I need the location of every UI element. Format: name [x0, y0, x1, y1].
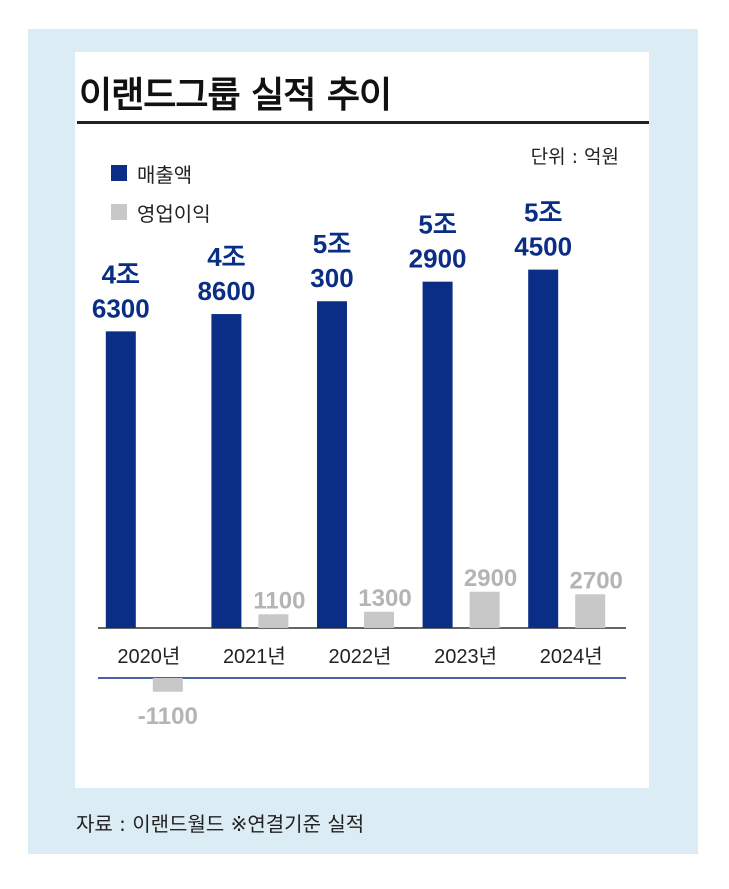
title-divider: [77, 121, 649, 124]
x-tick-label: 2021년: [223, 645, 286, 668]
revenue-value-label-line1: 5조: [313, 229, 351, 259]
profit-value-label: 1100: [253, 587, 305, 614]
x-tick-label: 2022년: [329, 645, 392, 668]
revenue-value-label-line1: 5조: [524, 198, 562, 228]
revenue-value-label-line2: 6300: [92, 293, 150, 323]
profit-value-label: 1300: [358, 585, 411, 612]
profit-bar: [152, 678, 183, 692]
x-tick-label: 2020년: [117, 645, 180, 668]
x-tick-label: 2023년: [434, 645, 497, 668]
legend-item-revenue: 매출액: [111, 160, 193, 187]
profit-bar: [258, 614, 289, 628]
revenue-value-label-line1: 5조: [418, 210, 456, 240]
profit-bar: [469, 591, 500, 628]
profit-value-label: 2700: [570, 567, 623, 594]
legend-label-profit: 영업이익: [137, 201, 211, 226]
revenue-value-label-line2: 4500: [514, 232, 572, 262]
revenue-value-label-line2: 2900: [409, 244, 467, 274]
unit-label: 단위 : 억원: [530, 146, 619, 168]
revenue-value-label-line1: 4조: [207, 242, 245, 272]
revenue-bar: [528, 269, 559, 628]
legend-swatch-revenue: [111, 165, 127, 181]
revenue-value-label-line2: 8600: [197, 276, 255, 306]
profit-bar: [364, 611, 394, 628]
profit-value-label: -1100: [138, 703, 198, 730]
legend-label-revenue: 매출액: [137, 162, 193, 187]
chart-title: 이랜드그룹 실적 추이: [79, 75, 392, 116]
revenue-bar: [211, 314, 242, 628]
profit-bar: [575, 594, 606, 628]
revenue-bar: [422, 281, 453, 628]
revenue-value-label-line1: 4조: [102, 259, 140, 289]
legend-swatch-profit: [111, 204, 127, 220]
revenue-value-label-line2: 300: [310, 263, 353, 293]
x-tick-label: 2024년: [540, 645, 603, 668]
profit-value-label: 2900: [464, 565, 517, 592]
source-note: 자료 : 이랜드월드 ※연결기준 실적: [76, 812, 365, 836]
revenue-bar: [317, 301, 347, 628]
revenue-bar: [105, 331, 136, 628]
legend-item-profit: 영업이익: [111, 199, 211, 226]
